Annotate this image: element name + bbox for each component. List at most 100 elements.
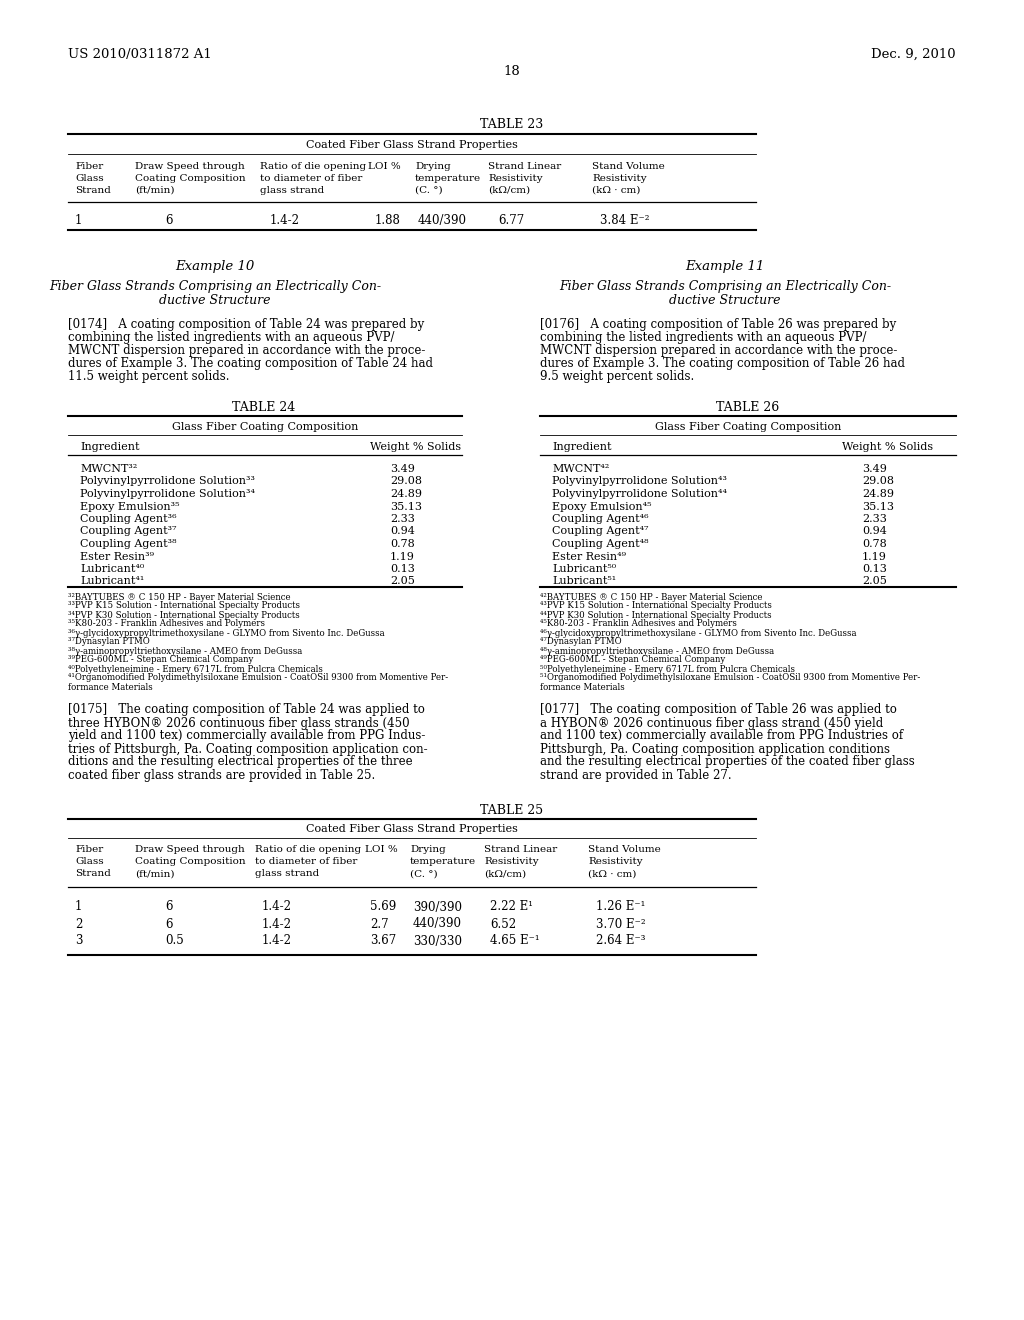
Text: Stand Volume: Stand Volume (592, 162, 665, 172)
Text: 0.94: 0.94 (390, 527, 415, 536)
Text: Coupling Agent⁴⁶: Coupling Agent⁴⁶ (552, 513, 648, 524)
Text: glass strand: glass strand (260, 186, 325, 195)
Text: (kΩ/cm): (kΩ/cm) (488, 186, 530, 195)
Text: Ingredient: Ingredient (552, 442, 611, 451)
Text: coated fiber glass strands are provided in Table 25.: coated fiber glass strands are provided … (68, 768, 375, 781)
Text: Drying: Drying (415, 162, 451, 172)
Text: 4.65 E⁻¹: 4.65 E⁻¹ (490, 935, 540, 948)
Text: Coupling Agent⁴⁸: Coupling Agent⁴⁸ (552, 539, 648, 549)
Text: 1.4-2: 1.4-2 (262, 935, 292, 948)
Text: 1.4-2: 1.4-2 (262, 917, 292, 931)
Text: 6: 6 (165, 900, 172, 913)
Text: 35.13: 35.13 (862, 502, 894, 511)
Text: Glass: Glass (75, 858, 103, 866)
Text: yield and 1100 tex) commercially available from PPG Indus-: yield and 1100 tex) commercially availab… (68, 730, 425, 742)
Text: ³⁵K80-203 - Franklin Adhesives and Polymers: ³⁵K80-203 - Franklin Adhesives and Polym… (68, 619, 265, 628)
Text: 0.13: 0.13 (390, 564, 415, 574)
Text: ³⁶γ-glycidoxypropyltrimethoxysilane - GLYMO from Sivento Inc. DeGussa: ³⁶γ-glycidoxypropyltrimethoxysilane - GL… (68, 628, 385, 638)
Text: MWCNT dispersion prepared in accordance with the proce-: MWCNT dispersion prepared in accordance … (540, 345, 897, 356)
Text: glass strand: glass strand (255, 870, 319, 879)
Text: ⁴⁰Polyethyleneimine - Emery 6717L from Pulcra Chemicals: ⁴⁰Polyethyleneimine - Emery 6717L from P… (68, 664, 323, 673)
Text: and 1100 tex) commercially available from PPG Industries of: and 1100 tex) commercially available fro… (540, 730, 903, 742)
Text: Dec. 9, 2010: Dec. 9, 2010 (871, 48, 956, 61)
Text: [0174]   A coating composition of Table 24 was prepared by: [0174] A coating composition of Table 24… (68, 318, 424, 331)
Text: Ester Resin³⁹: Ester Resin³⁹ (80, 552, 154, 561)
Text: Polyvinylpyrrolidone Solution⁴³: Polyvinylpyrrolidone Solution⁴³ (552, 477, 727, 487)
Text: [0176]   A coating composition of Table 26 was prepared by: [0176] A coating composition of Table 26… (540, 318, 896, 331)
Text: Strand Linear: Strand Linear (484, 846, 557, 854)
Text: LOI %: LOI % (368, 162, 400, 172)
Text: (kΩ · cm): (kΩ · cm) (592, 186, 640, 195)
Text: Weight % Solids: Weight % Solids (842, 442, 933, 451)
Text: 24.89: 24.89 (390, 488, 422, 499)
Text: ductive Structure: ductive Structure (670, 294, 780, 308)
Text: Coupling Agent³⁸: Coupling Agent³⁸ (80, 539, 176, 549)
Text: 9.5 weight percent solids.: 9.5 weight percent solids. (540, 370, 694, 383)
Text: 0.78: 0.78 (390, 539, 415, 549)
Text: Weight % Solids: Weight % Solids (370, 442, 461, 451)
Text: (ft/min): (ft/min) (135, 870, 174, 879)
Text: TABLE 23: TABLE 23 (480, 117, 544, 131)
Text: MWCNT⁴²: MWCNT⁴² (552, 465, 609, 474)
Text: 0.5: 0.5 (165, 935, 183, 948)
Text: 29.08: 29.08 (390, 477, 422, 487)
Text: (kΩ/cm): (kΩ/cm) (484, 870, 526, 879)
Text: 330/330: 330/330 (413, 935, 462, 948)
Text: ³⁸γ-aminopropyltriethoxysilane - AMEO from DeGussa: ³⁸γ-aminopropyltriethoxysilane - AMEO fr… (68, 647, 302, 656)
Text: to diameter of fiber: to diameter of fiber (260, 174, 362, 183)
Text: 3.67: 3.67 (370, 935, 396, 948)
Text: 2.64 E⁻³: 2.64 E⁻³ (596, 935, 645, 948)
Text: Ratio of die opening: Ratio of die opening (260, 162, 367, 172)
Text: 0.13: 0.13 (862, 564, 887, 574)
Text: Glass Fiber Coating Composition: Glass Fiber Coating Composition (654, 422, 841, 432)
Text: Polyvinylpyrrolidone Solution³⁴: Polyvinylpyrrolidone Solution³⁴ (80, 488, 255, 499)
Text: temperature: temperature (415, 174, 481, 183)
Text: ductive Structure: ductive Structure (160, 294, 270, 308)
Text: Stand Volume: Stand Volume (588, 846, 660, 854)
Text: 3.70 E⁻²: 3.70 E⁻² (596, 917, 645, 931)
Text: ⁴⁷Dynasylan PTMO: ⁴⁷Dynasylan PTMO (540, 638, 622, 647)
Text: Ingredient: Ingredient (80, 442, 139, 451)
Text: ³²BAYTUBES ® C 150 HP - Bayer Material Science: ³²BAYTUBES ® C 150 HP - Bayer Material S… (68, 593, 291, 602)
Text: (C. °): (C. °) (415, 186, 442, 195)
Text: 1.19: 1.19 (862, 552, 887, 561)
Text: Polyvinylpyrrolidone Solution⁴⁴: Polyvinylpyrrolidone Solution⁴⁴ (552, 488, 727, 499)
Text: 6: 6 (165, 917, 172, 931)
Text: 5.69: 5.69 (370, 900, 396, 913)
Text: 3: 3 (75, 935, 83, 948)
Text: Strand: Strand (75, 870, 111, 879)
Text: Epoxy Emulsion³⁵: Epoxy Emulsion³⁵ (80, 502, 179, 511)
Text: Coupling Agent³⁷: Coupling Agent³⁷ (80, 527, 176, 536)
Text: and the resulting electrical properties of the coated fiber glass: and the resulting electrical properties … (540, 755, 914, 768)
Text: Fiber: Fiber (75, 162, 103, 172)
Text: 1.4-2: 1.4-2 (270, 214, 300, 227)
Text: 2.33: 2.33 (390, 513, 415, 524)
Text: 18: 18 (504, 65, 520, 78)
Text: Polyvinylpyrrolidone Solution³³: Polyvinylpyrrolidone Solution³³ (80, 477, 255, 487)
Text: ⁴⁸γ-aminopropyltriethoxysilane - AMEO from DeGussa: ⁴⁸γ-aminopropyltriethoxysilane - AMEO fr… (540, 647, 774, 656)
Text: 2.7: 2.7 (370, 917, 389, 931)
Text: Glass: Glass (75, 174, 103, 183)
Text: Lubricant⁴⁰: Lubricant⁴⁰ (80, 564, 144, 574)
Text: 3.49: 3.49 (390, 465, 415, 474)
Text: ⁵⁰Polyethyleneimine - Emery 6717L from Pulcra Chemicals: ⁵⁰Polyethyleneimine - Emery 6717L from P… (540, 664, 795, 673)
Text: formance Materials: formance Materials (540, 682, 625, 692)
Text: Example 11: Example 11 (685, 260, 765, 273)
Text: TABLE 26: TABLE 26 (717, 401, 779, 414)
Text: combining the listed ingredients with an aqueous PVP/: combining the listed ingredients with an… (540, 331, 866, 345)
Text: Lubricant⁵⁰: Lubricant⁵⁰ (552, 564, 616, 574)
Text: 2.33: 2.33 (862, 513, 887, 524)
Text: ³⁹PEG-600ML - Stepan Chemical Company: ³⁹PEG-600ML - Stepan Chemical Company (68, 656, 253, 664)
Text: 440/390: 440/390 (413, 917, 462, 931)
Text: ³³PVP K15 Solution - International Specialty Products: ³³PVP K15 Solution - International Speci… (68, 602, 300, 610)
Text: Coating Composition: Coating Composition (135, 858, 246, 866)
Text: 2: 2 (75, 917, 82, 931)
Text: combining the listed ingredients with an aqueous PVP/: combining the listed ingredients with an… (68, 331, 394, 345)
Text: ⁴¹Organomodified Polydimethylsiloxane Emulsion - CoatOSil 9300 from Momentive Pe: ⁴¹Organomodified Polydimethylsiloxane Em… (68, 673, 449, 682)
Text: Coated Fiber Glass Strand Properties: Coated Fiber Glass Strand Properties (306, 825, 518, 834)
Text: ⁴³PVP K15 Solution - International Specialty Products: ⁴³PVP K15 Solution - International Speci… (540, 602, 772, 610)
Text: 1.19: 1.19 (390, 552, 415, 561)
Text: 1: 1 (75, 214, 82, 227)
Text: MWCNT³²: MWCNT³² (80, 465, 137, 474)
Text: 3.49: 3.49 (862, 465, 887, 474)
